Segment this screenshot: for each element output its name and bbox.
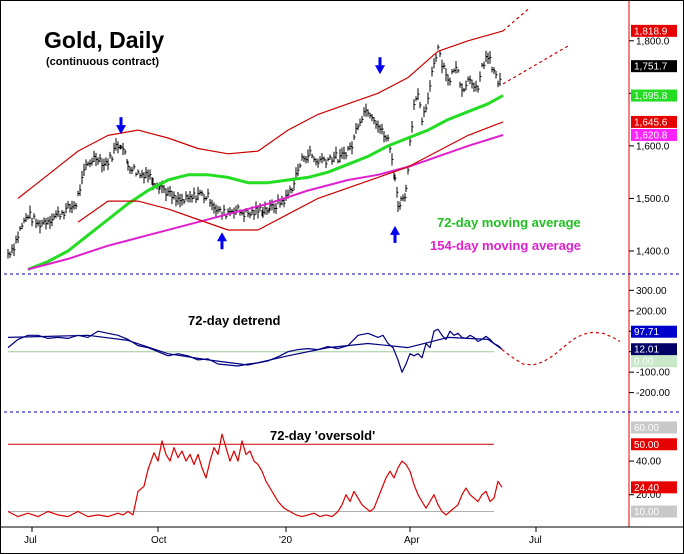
value-badge-label: 1,695.8 [634, 91, 668, 102]
y-tick-label: -200.00 [636, 388, 670, 399]
y-tick-label: 20.00 [636, 490, 661, 501]
x-tick-2020: '20 [279, 535, 292, 546]
series-72-day-oversold [7, 433, 503, 518]
series-72-day-moving-average [27, 94, 504, 271]
x-tick-oct: Oct [151, 535, 167, 546]
chart-subtitle: (continuous contract) [46, 56, 159, 68]
value-badge-label: 0.00 [634, 357, 654, 368]
value-badge: 1,645.6 [631, 115, 677, 128]
cycle-top-arrow-feb [375, 57, 385, 75]
series-154-day-moving-average [27, 134, 504, 271]
value-badge: 60.00 [631, 421, 677, 434]
y-tick-label: 40.00 [636, 457, 661, 468]
cycle-bottom-arrow-nov [217, 232, 227, 250]
y-tick-label: 1,600.0 [636, 141, 670, 152]
x-axis-ticks [31, 527, 537, 532]
value-badge: 0.00 [631, 355, 677, 368]
y-tick-label: 1,400.0 [636, 246, 670, 257]
value-badge-label: 1,751.7 [634, 62, 668, 73]
value-badge-label: 1,645.6 [634, 117, 668, 128]
value-badge-label: 10.00 [634, 507, 659, 518]
series-detrend-smoothed [7, 334, 503, 366]
value-badge: 50.00 [631, 438, 677, 451]
cycle-bottom-arrow-mar [390, 225, 400, 243]
cycle-top-arrow-sep [116, 117, 126, 135]
value-badge-label: 1,818.9 [634, 26, 668, 37]
y-tick-label: 300.00 [636, 286, 667, 297]
series-lower-envelope-projection [502, 45, 569, 85]
value-badge: 10.00 [631, 505, 677, 518]
x-tick-apr: Apr [404, 535, 420, 546]
series-upper-envelope [17, 30, 504, 199]
value-badge-label: 24.40 [634, 483, 659, 494]
value-badge: 1,818.9 [631, 24, 677, 37]
series-lower-envelope [77, 121, 504, 231]
value-badge-label: 97.71 [634, 327, 659, 338]
x-tick-jul-2020: Jul [529, 535, 542, 546]
value-badge: 1,620.8 [631, 128, 677, 141]
value-badge-label: 50.00 [634, 440, 659, 451]
value-badge-label: 1,620.8 [634, 130, 668, 141]
value-badge-label: 60.00 [634, 423, 659, 434]
value-badge: 97.71 [631, 325, 677, 338]
value-badge: 24.40 [631, 481, 677, 494]
value-badge-label: 12.01 [634, 345, 659, 356]
chart-title: Gold, Daily [44, 27, 164, 53]
oversold-label-bg [266, 427, 380, 443]
annotation-154-day-ma: 154-day moving average [430, 238, 581, 253]
value-badge: 12.01 [631, 343, 677, 356]
series-detrend-projection [501, 331, 621, 366]
oversold-panel-label: 72-day 'oversold' [270, 428, 375, 443]
detrend-panel-label: 72-day detrend [188, 313, 281, 328]
annotation-72-day-ma: 72-day moving average [437, 215, 581, 230]
y-tick-label: -100.00 [636, 368, 670, 379]
value-badge: 1,695.8 [631, 89, 677, 102]
x-tick-jul-2019: Jul [24, 535, 37, 546]
y-tick-label: 200.00 [636, 306, 667, 317]
y-tick-label: 1,500.0 [636, 194, 670, 205]
y-tick-label: 1,800.0 [636, 36, 670, 47]
value-badge: 1,751.7 [631, 60, 677, 73]
